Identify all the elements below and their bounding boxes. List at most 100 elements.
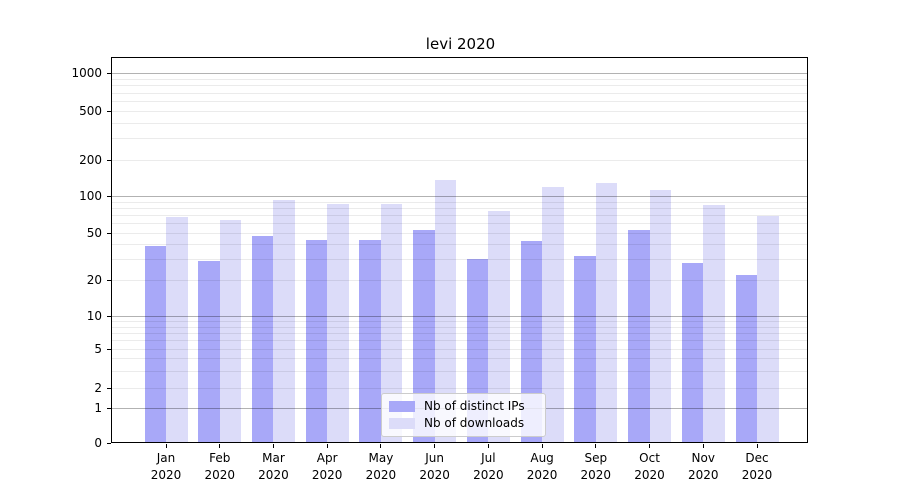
x-tick-label-month: Sep bbox=[584, 451, 608, 465]
bar-distinct-ips-feb bbox=[198, 260, 220, 443]
x-tick-label-month: Nov bbox=[691, 451, 715, 465]
gridline-minor bbox=[112, 280, 808, 281]
y-axis-tick bbox=[107, 387, 111, 389]
bar-downloads-aug bbox=[542, 186, 564, 443]
bar-distinct-ips-jun bbox=[413, 229, 435, 443]
x-tick-label-year: 2020 bbox=[204, 468, 235, 482]
x-tick-label-month: May bbox=[368, 451, 394, 465]
x-axis-tick bbox=[702, 444, 704, 448]
x-tick-label-month: Jun bbox=[425, 451, 444, 465]
y-tick-label: 100 bbox=[79, 189, 102, 203]
x-axis-tick bbox=[272, 444, 274, 448]
y-tick-label: 2 bbox=[94, 381, 102, 395]
bar-downloads-nov bbox=[703, 205, 725, 443]
x-axis-tick bbox=[165, 444, 167, 448]
bar-distinct-ips-may bbox=[359, 239, 381, 443]
x-tick-label-month: Jul bbox=[481, 451, 496, 465]
y-axis-tick bbox=[107, 442, 111, 444]
x-tick-label-jun: Jun 2020 bbox=[408, 450, 462, 484]
y-axis-tick bbox=[107, 279, 111, 281]
x-tick-label-oct: Oct 2020 bbox=[623, 450, 677, 484]
gridline-minor bbox=[112, 101, 808, 102]
gridline-minor bbox=[112, 326, 808, 328]
x-tick-label-year: 2020 bbox=[526, 468, 558, 482]
gridline-minor bbox=[112, 111, 808, 112]
gridline-minor bbox=[112, 85, 808, 87]
x-tick-label-feb: Feb 2020 bbox=[193, 450, 247, 484]
gridline-minor bbox=[112, 201, 808, 203]
y-tick-label: 0 bbox=[94, 436, 102, 450]
bar-downloads-dec bbox=[757, 215, 779, 443]
bar-distinct-ips-nov bbox=[681, 262, 704, 443]
x-tick-label-year: 2020 bbox=[687, 468, 719, 482]
y-axis-tick bbox=[107, 232, 111, 234]
gridline-minor bbox=[112, 244, 808, 246]
gridline-minor bbox=[112, 207, 808, 209]
x-tick-label-apr: Apr 2020 bbox=[300, 450, 354, 484]
x-tick-label-jan: Jan 2020 bbox=[139, 450, 193, 484]
legend-item-downloads: Nb of downloads bbox=[389, 416, 537, 431]
y-axis-tick bbox=[107, 315, 111, 317]
x-tick-label-month: Dec bbox=[745, 451, 769, 465]
bar-distinct-ips-aug bbox=[520, 240, 543, 443]
x-tick-label-month: Mar bbox=[262, 451, 285, 465]
x-tick-label-year: 2020 bbox=[150, 468, 182, 482]
x-tick-label-month: Aug bbox=[530, 451, 554, 465]
gridline-major bbox=[112, 73, 808, 74]
gridline-minor bbox=[112, 215, 808, 217]
legend-item-distinct-ips: Nb of distinct IPs bbox=[389, 399, 537, 414]
x-tick-label-year: 2020 bbox=[634, 468, 665, 482]
x-tick-label-nov: Nov 2020 bbox=[676, 450, 730, 484]
gridline-minor bbox=[112, 321, 808, 323]
x-axis-tick bbox=[756, 444, 758, 448]
y-axis-tick bbox=[107, 195, 111, 197]
bar-downloads-mar bbox=[273, 200, 295, 443]
x-tick-label-year: 2020 bbox=[258, 468, 289, 482]
y-axis-tick bbox=[107, 72, 111, 74]
gridline-minor bbox=[112, 92, 808, 94]
bar-distinct-ips-oct bbox=[628, 229, 650, 443]
gridline-minor bbox=[112, 340, 808, 342]
y-axis-tick bbox=[107, 159, 111, 161]
legend: Nb of distinct IPs Nb of downloads bbox=[381, 393, 546, 437]
y-tick-label: 5 bbox=[94, 342, 102, 356]
gridline-minor bbox=[112, 259, 808, 261]
x-tick-label-month: Jan bbox=[156, 451, 176, 465]
x-tick-label-jul: Jul 2020 bbox=[461, 450, 515, 484]
x-tick-label-dec: Dec 2020 bbox=[730, 450, 784, 484]
y-tick-label: 20 bbox=[86, 273, 102, 287]
bar-downloads-apr bbox=[327, 204, 349, 443]
x-tick-label-year: 2020 bbox=[365, 468, 397, 482]
y-tick-label: 200 bbox=[79, 153, 102, 167]
x-axis-tick bbox=[219, 444, 221, 448]
gridline-major bbox=[112, 196, 808, 197]
bar-distinct-ips-apr bbox=[305, 239, 328, 443]
chart-title: levi 2020 bbox=[425, 35, 496, 53]
gridline-minor bbox=[112, 78, 808, 80]
x-tick-label-may: May 2020 bbox=[354, 450, 408, 484]
gridline-major bbox=[112, 316, 808, 317]
bar-downloads-jul bbox=[488, 210, 510, 443]
x-tick-label-month: Apr bbox=[316, 451, 338, 465]
bar-downloads-sep bbox=[595, 182, 618, 443]
bar-downloads-feb bbox=[219, 219, 242, 443]
bar-downloads-jun bbox=[434, 180, 457, 443]
y-tick-label: 1 bbox=[94, 401, 102, 415]
legend-swatch-downloads-icon bbox=[389, 418, 415, 429]
x-tick-label-sep: Sep 2020 bbox=[569, 450, 623, 484]
gridline-minor bbox=[112, 138, 808, 140]
y-tick-label: 500 bbox=[79, 104, 102, 118]
y-tick-label: 50 bbox=[86, 226, 102, 240]
bar-distinct-ips-mar bbox=[251, 236, 274, 443]
y-tick-label: 1000 bbox=[71, 66, 102, 80]
x-axis-tick bbox=[487, 444, 489, 448]
gridline-minor bbox=[112, 358, 808, 360]
x-tick-label-aug: Aug 2020 bbox=[515, 450, 569, 484]
gridline-minor bbox=[112, 223, 808, 225]
y-axis-tick bbox=[107, 407, 111, 409]
gridline-minor bbox=[112, 160, 808, 161]
bar-distinct-ips-jan bbox=[144, 245, 166, 443]
x-axis-tick bbox=[380, 444, 382, 448]
